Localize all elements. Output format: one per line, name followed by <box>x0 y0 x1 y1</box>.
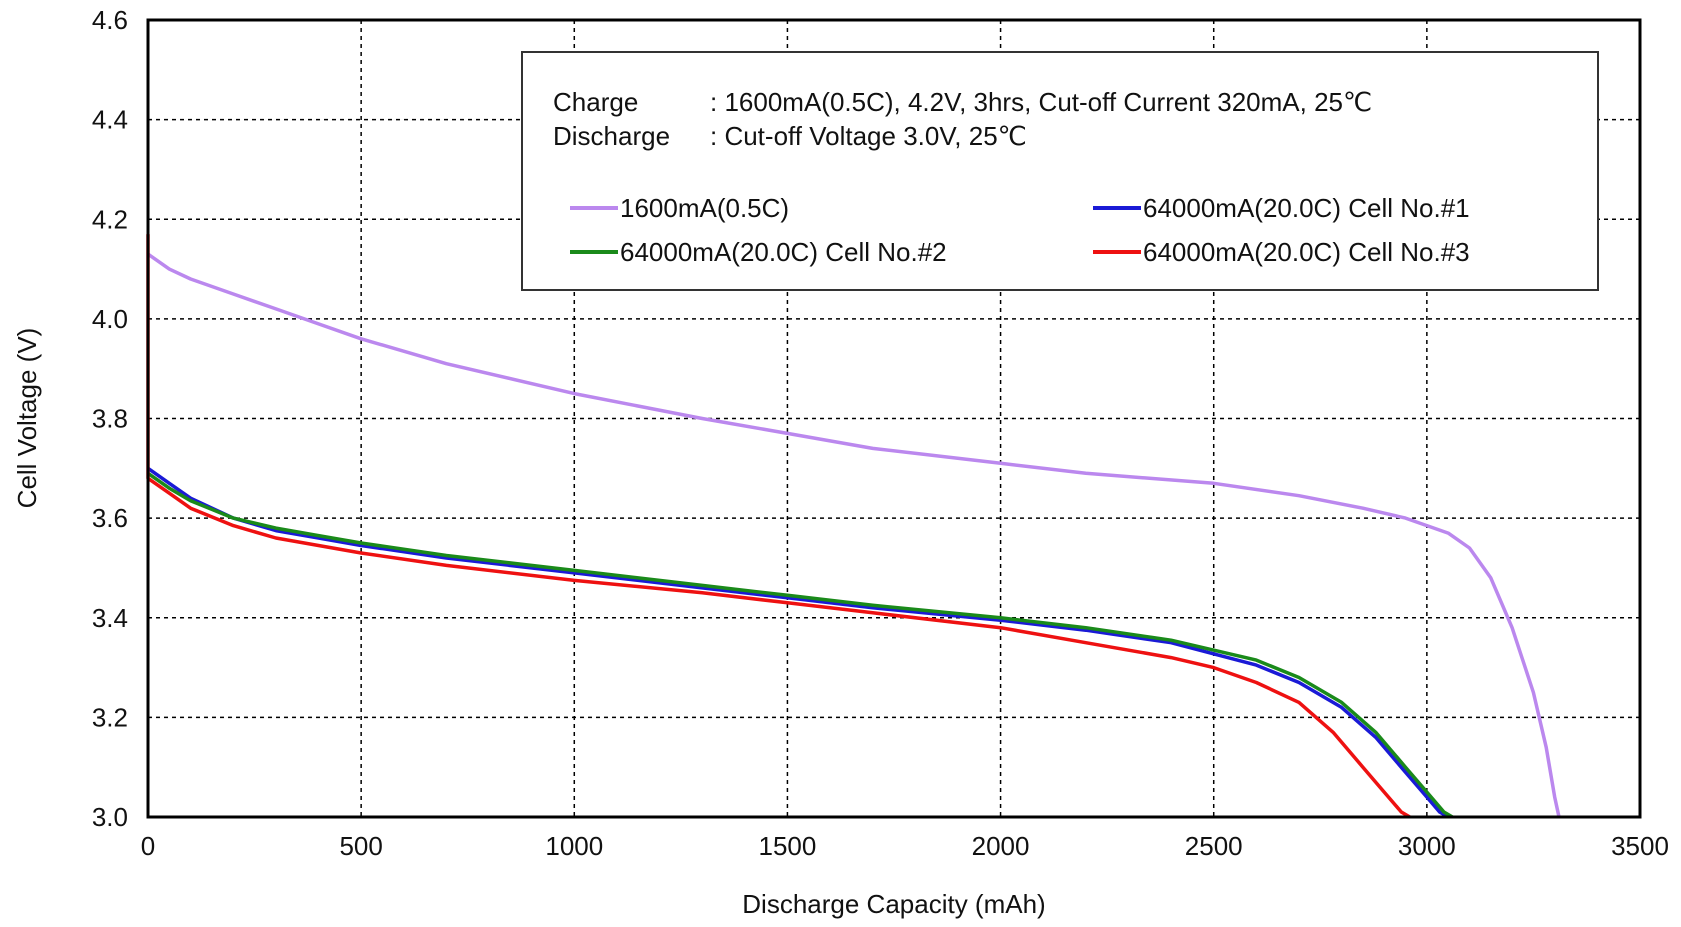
x-tick-label: 2000 <box>972 831 1030 861</box>
y-tick-label: 4.6 <box>92 5 128 35</box>
x-tick-label: 2500 <box>1185 831 1243 861</box>
series-group <box>146 234 1561 819</box>
y-tick-label: 4.4 <box>92 105 128 135</box>
y-tick-label: 3.4 <box>92 603 128 633</box>
grid <box>148 20 1640 817</box>
discharge-text: : Cut-off Voltage 3.0V, 25℃ <box>710 121 1027 151</box>
legend-label-1: 64000mA(20.0C) Cell No.#1 <box>1143 193 1470 223</box>
y-tick-label: 3.0 <box>92 802 128 832</box>
y-tick-label: 4.2 <box>92 204 128 234</box>
discharge-label: Discharge <box>553 121 670 151</box>
legend: Charge : 1600mA(0.5C), 4.2V, 3hrs, Cut-o… <box>521 51 1599 291</box>
tick-labels: 0 500 1000 1500 2000 2500 3000 3500 3.0 3.2 3.4 3.6… <box>92 5 1669 861</box>
y-tick-label: 4.0 <box>92 304 128 334</box>
legend-label-2: 64000mA(20.0C) Cell No.#2 <box>620 237 947 267</box>
legend-box <box>521 51 1599 291</box>
x-tick-label: 1000 <box>545 831 603 861</box>
y-axis-title: Cell Voltage (V) <box>12 328 42 509</box>
x-tick-label: 0 <box>141 831 155 861</box>
x-axis-title: Discharge Capacity (mAh) <box>742 889 1045 919</box>
x-tick-label: 500 <box>339 831 382 861</box>
y-tick-label: 3.6 <box>92 503 128 533</box>
series-line-3 <box>146 234 1411 819</box>
series-line-2 <box>146 471 1454 819</box>
y-tick-label: 3.2 <box>92 702 128 732</box>
legend-label-0: 1600mA(0.5C) <box>620 193 789 223</box>
plot-frame <box>146 18 1642 819</box>
x-tick-label: 3500 <box>1611 831 1669 861</box>
x-tick-label: 3000 <box>1398 831 1456 861</box>
series-line-0 <box>146 252 1561 818</box>
y-tick-label: 3.8 <box>92 404 128 434</box>
legend-label-3: 64000mA(20.0C) Cell No.#3 <box>1143 237 1470 267</box>
charge-text: : 1600mA(0.5C), 4.2V, 3hrs, Cut-off Curr… <box>710 87 1372 117</box>
charge-label: Charge <box>553 87 638 117</box>
x-tick-label: 1500 <box>759 831 817 861</box>
